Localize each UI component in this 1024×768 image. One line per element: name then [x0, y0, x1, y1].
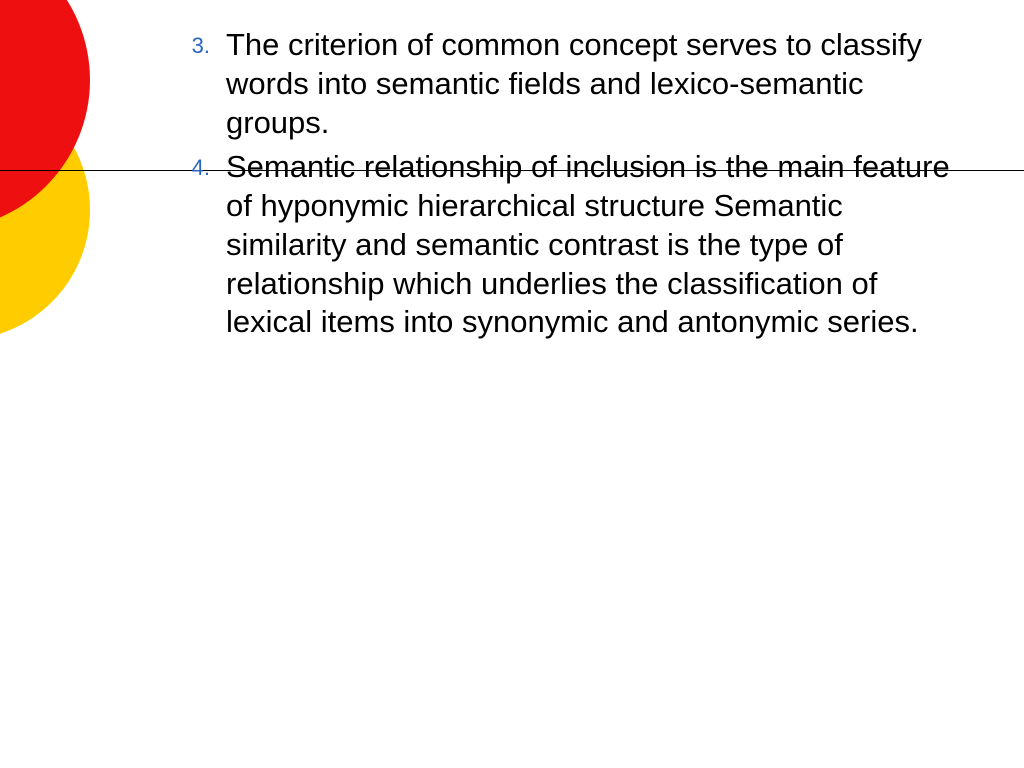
- decoration-circle-yellow: [0, 80, 90, 340]
- decoration-circle-red: [0, 0, 90, 230]
- numbered-list: 3. The criterion of common concept serve…: [170, 26, 970, 342]
- list-item: 4. Semantic relationship of inclusion is…: [170, 148, 970, 342]
- list-text: Semantic relationship of inclusion is th…: [226, 149, 950, 339]
- list-number: 4.: [170, 154, 210, 182]
- list-item: 3. The criterion of common concept serve…: [170, 26, 970, 142]
- list-text: The criterion of common concept serves t…: [226, 27, 922, 140]
- list-number: 3.: [170, 32, 210, 60]
- slide-body: 3. The criterion of common concept serve…: [170, 26, 970, 348]
